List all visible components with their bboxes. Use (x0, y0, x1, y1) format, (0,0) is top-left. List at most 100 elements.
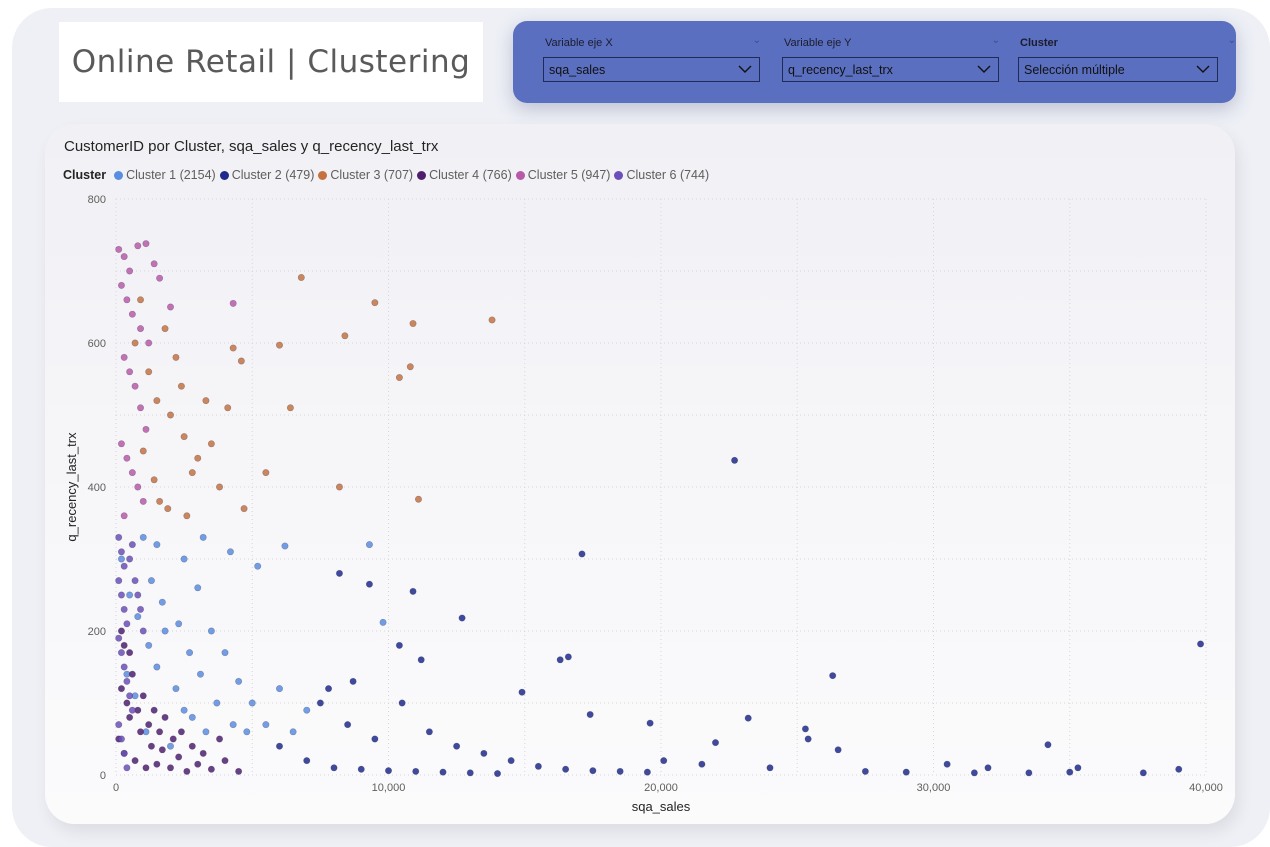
y-tick-label: 800 (88, 194, 106, 206)
data-point (128, 310, 136, 318)
legend-item[interactable]: Cluster 4 (766) (417, 168, 512, 182)
data-point (120, 605, 128, 613)
data-point (564, 653, 572, 661)
page-title: Online Retail | Clustering (71, 44, 471, 80)
legend-item[interactable]: Cluster 5 (947) (515, 168, 610, 182)
data-point (766, 764, 774, 772)
data-point (153, 541, 161, 549)
data-point (395, 641, 403, 649)
x-tick-label: 30,000 (917, 782, 951, 794)
data-point (237, 357, 245, 365)
data-point (161, 713, 169, 721)
data-point (406, 363, 414, 371)
data-point (145, 339, 153, 347)
data-point (120, 512, 128, 520)
slicer-x-dropdown[interactable]: sqa_sales (543, 57, 760, 82)
legend-item[interactable]: Cluster 3 (707) (318, 168, 413, 182)
data-point (147, 742, 155, 750)
data-point (150, 260, 158, 268)
data-point (281, 542, 289, 550)
data-point (341, 332, 349, 340)
data-point (207, 627, 215, 635)
y-tick-label: 0 (100, 770, 106, 782)
data-point (142, 764, 150, 772)
data-point (412, 767, 420, 775)
data-point (120, 749, 128, 757)
data-point (134, 591, 142, 599)
data-point (349, 677, 357, 685)
legend-marker (515, 170, 525, 180)
data-point (128, 469, 136, 477)
data-point (1074, 764, 1082, 772)
data-point (379, 618, 387, 626)
data-point (507, 757, 515, 765)
legend-label: Cluster 1 (2154) (126, 168, 216, 182)
data-point (488, 316, 496, 324)
data-point (188, 713, 196, 721)
chevron-down-icon[interactable]: ⌄ (752, 35, 761, 46)
data-point (660, 757, 668, 765)
data-point (207, 440, 215, 448)
legend-label: Cluster 4 (766) (429, 168, 512, 182)
data-point (213, 699, 221, 707)
slicer-y-dropdown[interactable]: q_recency_last_trx (782, 57, 999, 82)
data-point (117, 548, 125, 556)
data-point (534, 762, 542, 770)
data-point (139, 533, 147, 541)
data-point (276, 341, 284, 349)
data-point (303, 757, 311, 765)
data-point (172, 353, 180, 361)
data-point (134, 613, 142, 621)
data-point (180, 433, 188, 441)
chart-legend: Cluster Cluster 1 (2154) Cluster 2 (479) C… (63, 168, 713, 182)
data-point (139, 497, 147, 505)
scatter-plot[interactable]: 0 10,000 20,000 30,000 40,000 0 200 400 600 800 sq… (45, 124, 1235, 824)
slicer-cluster: Cluster ⌄ Selección múltiple (1018, 33, 1238, 89)
data-point (117, 555, 125, 563)
data-point (202, 728, 210, 736)
data-point (344, 721, 352, 729)
data-point (186, 649, 194, 657)
legend-item[interactable]: Cluster 1 (2154) (114, 168, 216, 182)
data-point (458, 614, 466, 622)
data-point (556, 656, 564, 664)
chevron-down-icon[interactable]: ⌄ (991, 35, 1000, 46)
data-point (117, 735, 125, 743)
data-point (325, 685, 333, 693)
slicer-cluster-dropdown[interactable]: Selección múltiple (1018, 57, 1218, 82)
chart-title: CustomerID por Cluster, sqa_sales y q_re… (64, 138, 439, 155)
x-tick-label: 20,000 (644, 782, 678, 794)
data-point (150, 706, 158, 714)
chevron-down-icon[interactable]: ⌄ (1227, 35, 1236, 46)
data-point (1025, 769, 1033, 777)
data-point (145, 368, 153, 376)
data-point (126, 267, 134, 275)
data-point (123, 454, 131, 462)
legend-item[interactable]: Cluster 6 (744) (614, 168, 709, 182)
legend-item[interactable]: Cluster 2 (479) (219, 168, 314, 182)
data-point (646, 719, 654, 727)
data-point (801, 725, 809, 733)
data-point (134, 483, 142, 491)
data-point (586, 711, 594, 719)
data-point (425, 728, 433, 736)
data-point (289, 728, 297, 736)
data-point (480, 749, 488, 757)
data-point (117, 685, 125, 693)
data-point (175, 620, 183, 628)
legend-label: Cluster 6 (744) (626, 168, 710, 182)
data-point (254, 562, 262, 570)
data-point (161, 627, 169, 635)
data-point (493, 770, 501, 778)
data-point (829, 672, 837, 680)
data-point (453, 742, 461, 750)
data-point (276, 685, 284, 693)
data-point (150, 476, 158, 484)
data-point (120, 253, 128, 261)
data-point (240, 505, 248, 513)
chevron-down-icon (977, 65, 991, 73)
data-point (188, 469, 196, 477)
data-point (316, 699, 324, 707)
data-point (158, 746, 166, 754)
legend-label: Cluster 3 (707) (330, 168, 414, 182)
